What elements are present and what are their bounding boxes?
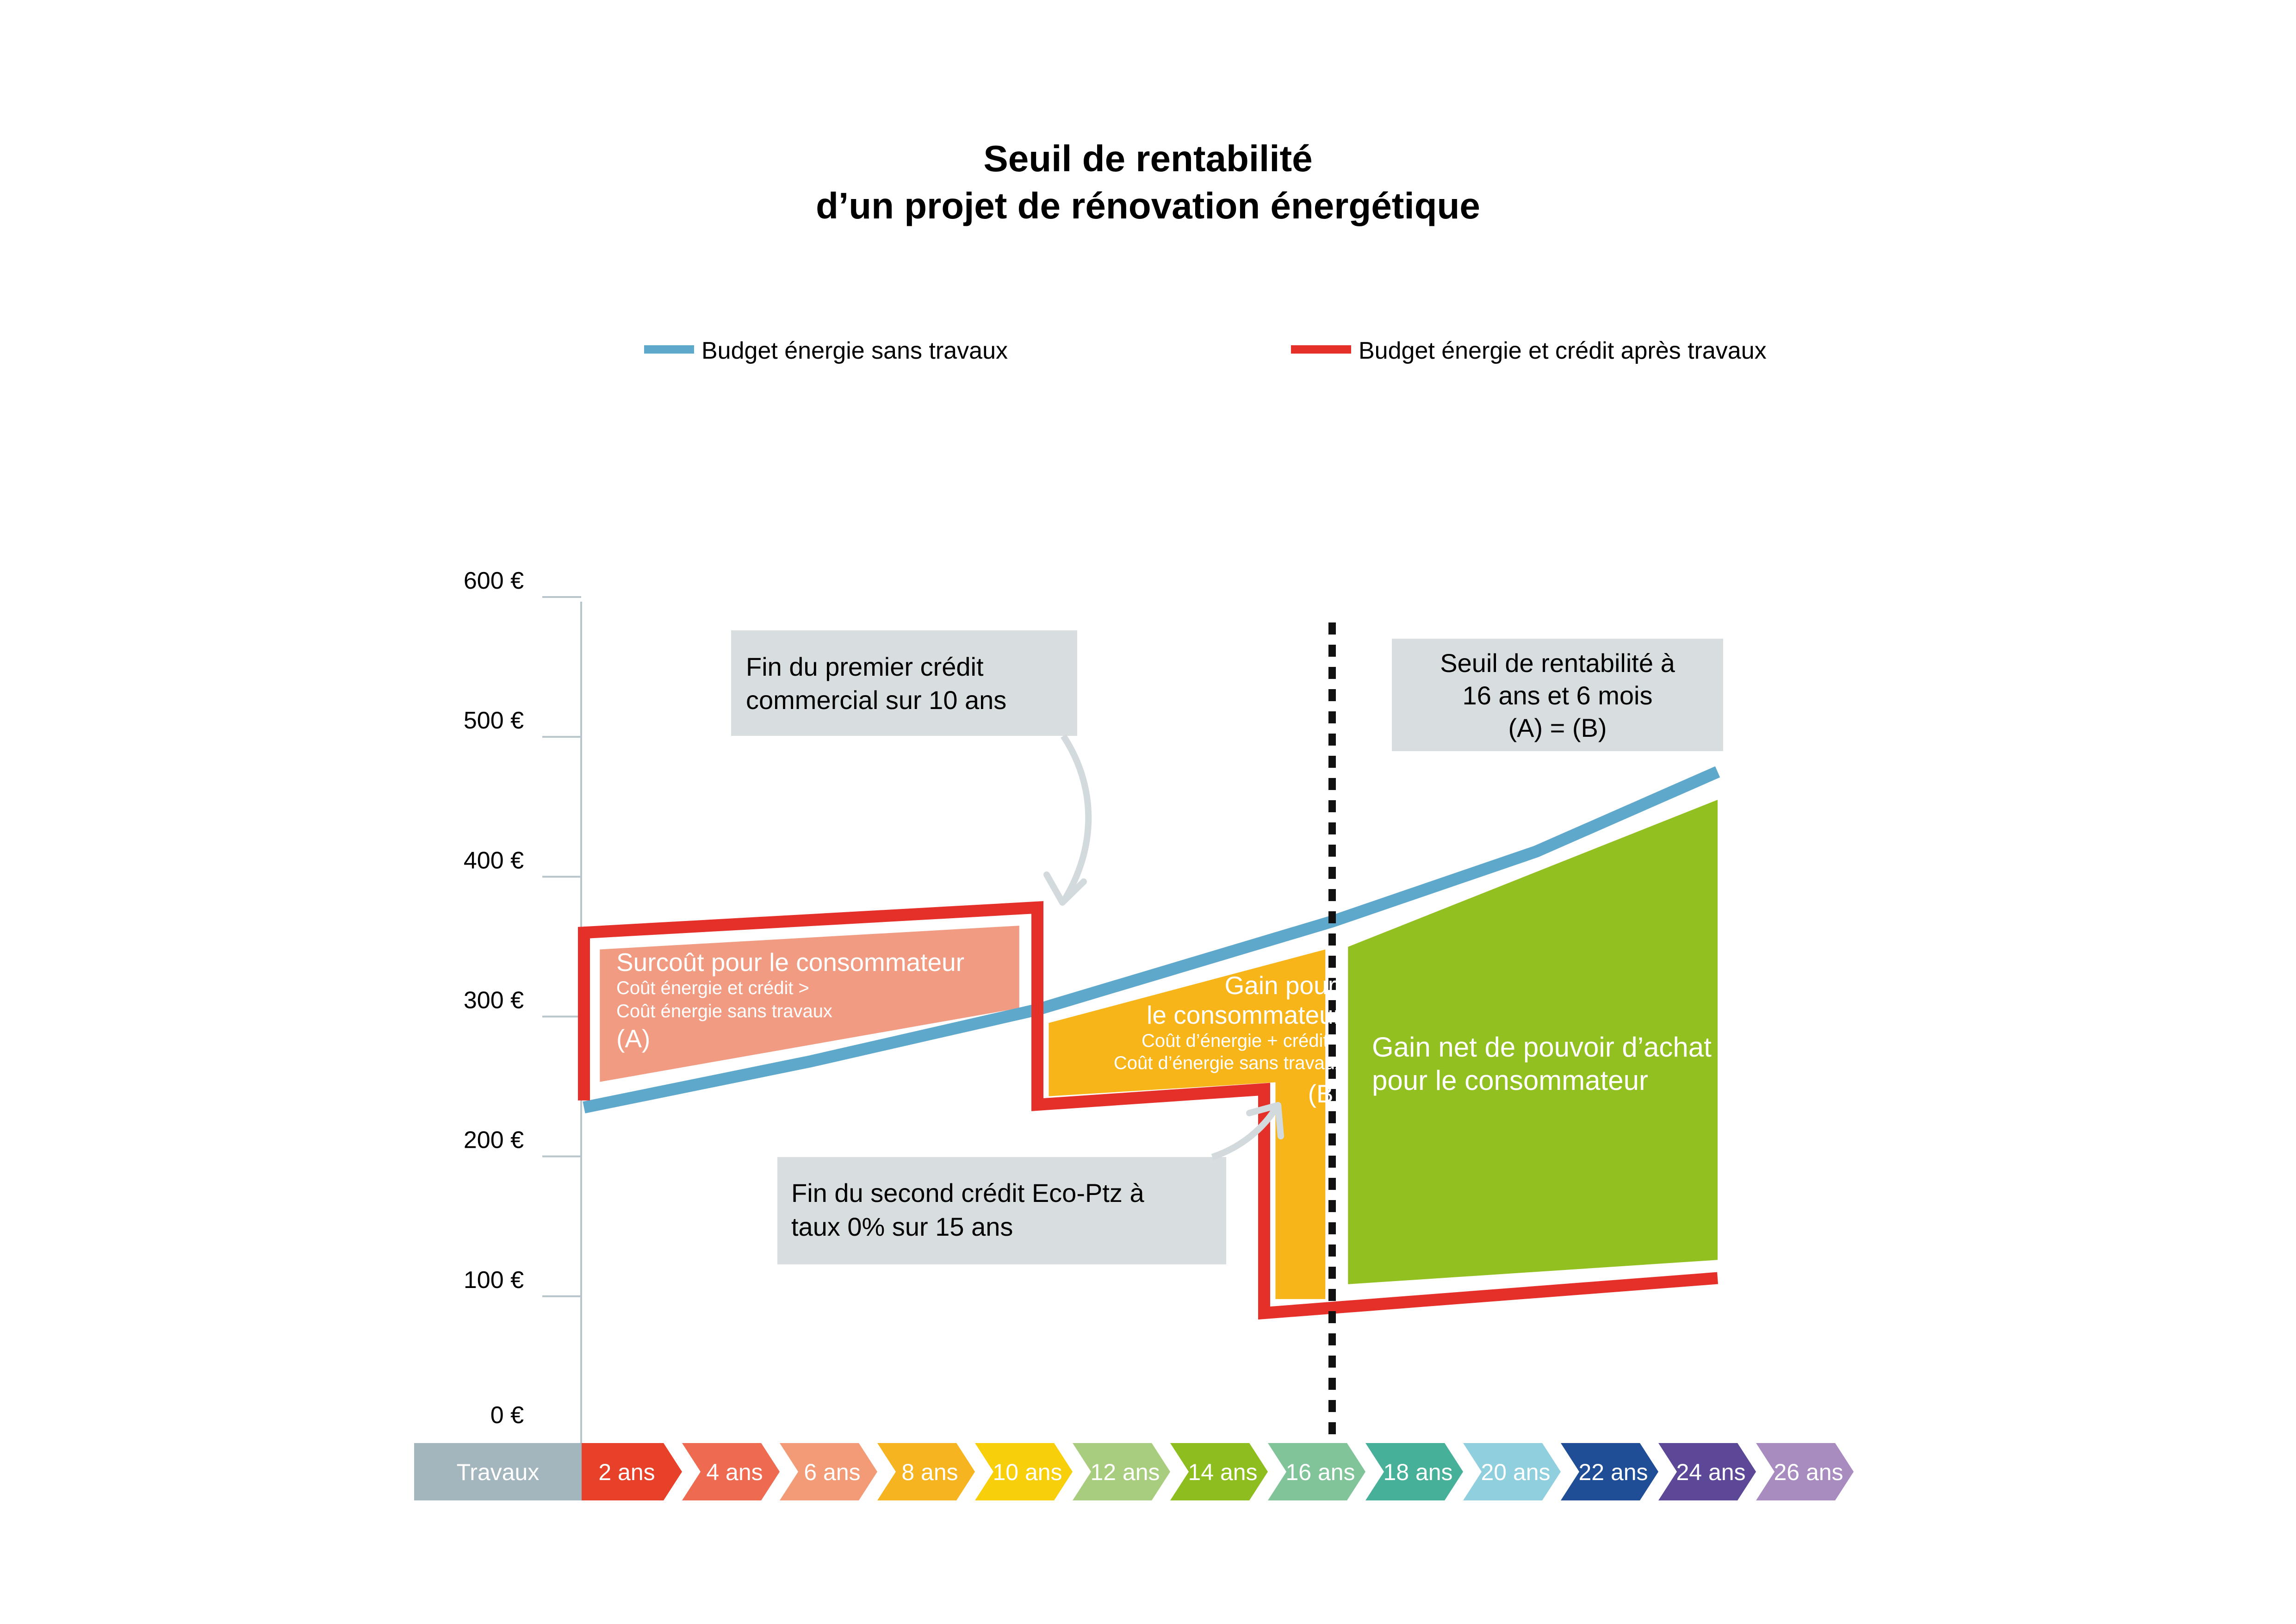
gain-zone [1049,949,1326,1299]
gain-title1: Gain pour [1224,971,1336,1000]
timeline-segment-label: 16 ans [1285,1459,1355,1485]
legend-swatch-blue [644,345,694,354]
timeline-segment-label: 12 ans [1090,1459,1160,1485]
y-tick-label: 500 € [464,707,524,734]
timeline-travaux-label: Travaux [457,1459,540,1485]
surcout-tag: (A) [616,1024,650,1053]
timeline-segment-label: 14 ans [1188,1459,1257,1485]
timeline-segment [682,1443,780,1500]
gain-title2: le consommateur [1147,1001,1342,1029]
callout-second-credit-box [777,1157,1226,1264]
y-tick-label: 0 € [490,1402,524,1429]
legend-label-blue: Budget énergie sans travaux [701,337,1008,364]
timeline-segment [1756,1443,1854,1500]
y-tick-label: 300 € [464,987,524,1014]
callout-second-credit-arrow [1211,1104,1280,1160]
chart-title-line1: Seuil de rentabilité [983,138,1312,179]
timeline-segment [877,1443,975,1500]
timeline-segment-label: 24 ans [1676,1459,1745,1485]
timeline-segment-label: 6 ans [804,1459,860,1485]
gain-sub2: Coût d’énergie sans travaux [1114,1053,1344,1073]
timeline-segment [1268,1443,1365,1500]
callout-first-credit-line2: commercial sur 10 ans [746,685,1006,715]
callout-first-credit-arrowhead [1043,871,1087,906]
timeline-segment [1463,1443,1561,1500]
timeline-segment-label: 4 ans [706,1459,763,1485]
timeline-segment [1365,1443,1463,1500]
surcout-sub2: Coût énergie sans travaux [616,1001,832,1021]
timeline-segment [1561,1443,1658,1500]
callout-break-even-line3: (A) = (B) [1508,713,1607,742]
surcout-sub1: Coût énergie et crédit > [616,978,809,998]
callout-first-credit-arrow [1061,734,1092,902]
series-line-budget-apres-travaux [578,901,1718,1320]
timeline-bar: Travaux 2 ans 4 ans 6 ans 8 ans 10 ans 12 ans 1… [414,1443,1854,1500]
timeline-segment [1073,1443,1170,1500]
gain-net-line2: pour le consommateur [1372,1065,1648,1096]
timeline-segment-label: 2 ans [598,1459,655,1485]
y-tick-label: 400 € [464,847,524,874]
timeline-segment [780,1443,877,1500]
timeline-segment-label: 10 ans [993,1459,1062,1485]
timeline-segment [582,1443,682,1500]
y-tick-label: 100 € [464,1267,524,1294]
timeline-segment-label: 22 ans [1578,1459,1648,1485]
gain-net-zone [1348,800,1718,1284]
callout-break-even-box [1392,639,1723,751]
chart-title-line2: d’un projet de rénovation énergétique [816,185,1480,226]
timeline-segment [1658,1443,1756,1500]
timeline-segment-label: 18 ans [1383,1459,1452,1485]
gain-tag: (B) [1308,1079,1342,1108]
timeline-segment-label: 8 ans [901,1459,958,1485]
y-tick-label: 200 € [464,1127,524,1154]
callout-second-credit-line1: Fin du second crédit Eco-Ptz à [791,1178,1144,1207]
callout-first-credit-box [731,630,1077,736]
gain-net-line1: Gain net de pouvoir d’achat [1372,1032,1712,1063]
y-axis-ticks: 600 € 500 € 400 € 300 € 200 € 100 € 0 € [464,567,581,1429]
legend-swatch-red [1291,345,1351,354]
timeline-travaux-block [414,1443,582,1500]
gain-sub1: Coût d’énergie + crédit < [1142,1031,1344,1051]
legend-label-red: Budget énergie et crédit après travaux [1359,337,1767,364]
timeline-segment-label: 20 ans [1481,1459,1550,1485]
timeline-segment [975,1443,1073,1500]
callout-second-credit-line2: taux 0% sur 15 ans [791,1212,1013,1241]
callout-second-credit-arrowhead [1246,1102,1284,1139]
callout-break-even-line2: 16 ans et 6 mois [1463,681,1653,710]
timeline-segment [1170,1443,1268,1500]
series-line-budget-sans-travaux [583,766,1720,1114]
surcout-zone [600,926,1019,1082]
surcout-title: Surcoût pour le consommateur [616,948,964,977]
timeline-segment-label: 26 ans [1774,1459,1843,1485]
callout-first-credit-line1: Fin du premier crédit [746,652,984,681]
callout-break-even-line1: Seuil de rentabilité à [1440,648,1675,678]
y-tick-label: 600 € [464,567,524,594]
